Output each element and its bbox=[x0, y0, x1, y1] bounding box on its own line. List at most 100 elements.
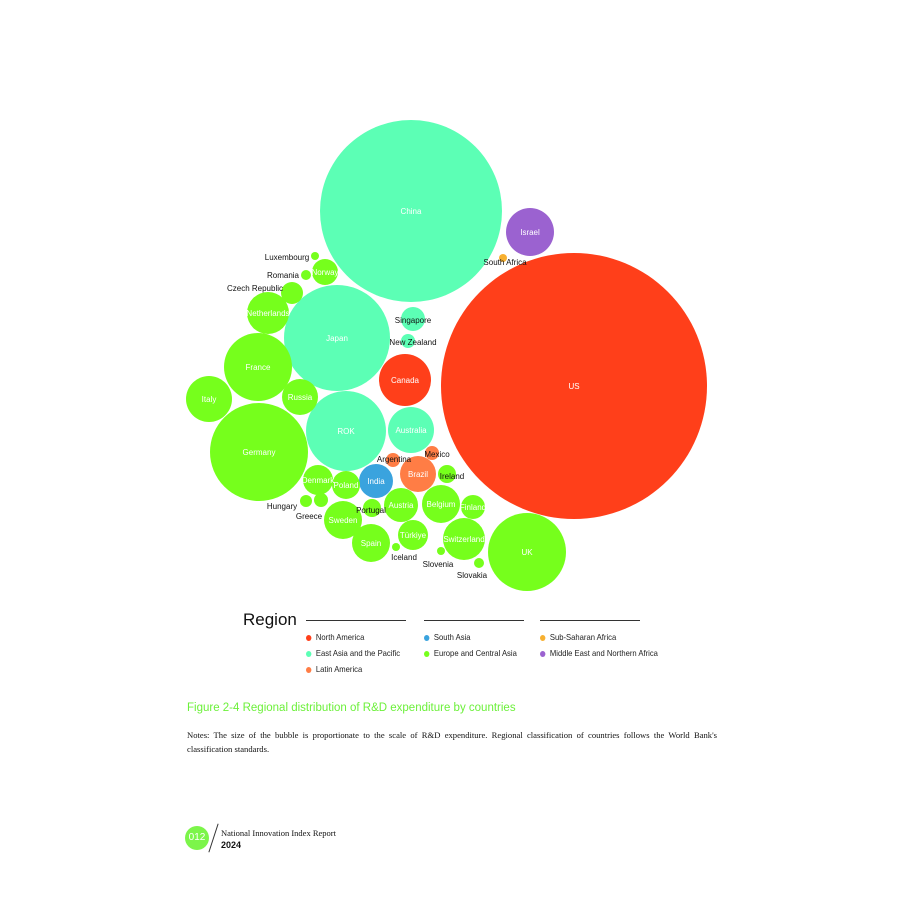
legend-swatch bbox=[306, 650, 312, 657]
bubble-brazil bbox=[400, 456, 436, 492]
bubble-label: Switzerland bbox=[443, 535, 484, 544]
bubble-label: Singapore bbox=[395, 316, 432, 325]
legend-label: South Asia bbox=[433, 632, 471, 642]
bubble-netherlands bbox=[247, 292, 289, 334]
bubble-china bbox=[320, 120, 502, 302]
bubble-israel bbox=[506, 208, 554, 256]
legend-swatch bbox=[424, 634, 430, 641]
bubble-finland bbox=[461, 495, 485, 519]
bubble-label: US bbox=[568, 382, 579, 391]
legend-rule bbox=[424, 620, 524, 621]
bubble-label: Italy bbox=[202, 395, 217, 404]
legend-rule bbox=[306, 620, 406, 621]
bubble-slovenia bbox=[437, 547, 445, 555]
bubble-label: Luxembourg bbox=[265, 253, 309, 262]
bubble-spain bbox=[352, 524, 390, 562]
bubble-label: France bbox=[246, 363, 271, 372]
bubble-romania bbox=[301, 270, 311, 280]
legend-label: East Asia and the Pacific bbox=[315, 648, 401, 658]
legend-label: Europe and Central Asia bbox=[433, 648, 517, 658]
bubble-denmark bbox=[303, 465, 333, 495]
bubble-portugal bbox=[363, 499, 381, 517]
legend-title: Region bbox=[243, 610, 297, 629]
bubble-label: Israel bbox=[520, 228, 540, 237]
legend-label: Sub-Saharan Africa bbox=[549, 632, 617, 642]
bubble-label: Greece bbox=[296, 512, 323, 521]
bubble-poland bbox=[332, 471, 360, 499]
bubble-russia bbox=[282, 379, 318, 415]
bubble-label: Norway bbox=[311, 268, 338, 277]
bubble-label: Japan bbox=[326, 334, 348, 343]
bubble-canada bbox=[379, 354, 431, 406]
legend-item: Sub-Saharan Africa bbox=[540, 632, 616, 642]
bubble-label: Mexico bbox=[424, 450, 450, 459]
bubble-label: Poland bbox=[334, 481, 359, 490]
bubble-italy bbox=[186, 376, 232, 422]
bubble-label: Canada bbox=[391, 376, 420, 385]
bubble-label: South Africa bbox=[483, 258, 527, 267]
bubble-label: Brazil bbox=[408, 470, 428, 479]
bubble-singapore bbox=[401, 307, 425, 331]
legend-rule bbox=[540, 620, 640, 621]
bubble-czech-republic bbox=[281, 282, 303, 304]
bubble-hungary bbox=[300, 495, 312, 507]
bubble-label: Finland bbox=[460, 503, 486, 512]
legend-label: Middle East and Northern Africa bbox=[549, 648, 658, 658]
bubble-slovakia bbox=[474, 558, 484, 568]
legend-item: East Asia and the Pacific bbox=[306, 648, 400, 658]
bubble-us bbox=[441, 253, 707, 519]
figure-notes: Notes: The size of the bubble is proport… bbox=[187, 730, 717, 754]
bubble-greece bbox=[314, 493, 328, 507]
bubble-uk bbox=[488, 513, 566, 591]
bubble-argentina bbox=[386, 453, 400, 467]
divider bbox=[208, 823, 219, 853]
bubble-label: Belgium bbox=[427, 500, 456, 509]
legend-label: Latin America bbox=[315, 664, 363, 674]
page-number: 012 bbox=[185, 826, 209, 850]
legend-item: South Asia bbox=[424, 632, 470, 642]
figure-caption: Figure 2-4 Regional distribution of R&D … bbox=[187, 702, 516, 714]
bubble-label: Netherlands bbox=[246, 309, 289, 318]
bubble-label: Argentina bbox=[377, 455, 412, 464]
bubble-france bbox=[224, 333, 292, 401]
bubble-label: Germany bbox=[243, 448, 276, 457]
bubble-label: Austria bbox=[389, 501, 414, 510]
bubble-india bbox=[359, 464, 393, 498]
bubble-label: Sweden bbox=[329, 516, 358, 525]
bubble-label: Australia bbox=[395, 426, 427, 435]
legend-item: Middle East and Northern Africa bbox=[540, 648, 658, 658]
legend-swatch bbox=[306, 666, 312, 673]
legend-swatch bbox=[540, 650, 546, 657]
bubble-label: Iceland bbox=[391, 553, 417, 562]
bubble-label: Hungary bbox=[267, 502, 297, 511]
bubble-label: Russia bbox=[288, 393, 313, 402]
bubble-australia bbox=[388, 407, 434, 453]
legend-swatch bbox=[306, 634, 312, 641]
bubble-label: UK bbox=[521, 548, 533, 557]
bubble-luxembourg bbox=[311, 252, 319, 260]
bubble-label: Romania bbox=[267, 271, 300, 280]
legend-item: North America bbox=[306, 632, 364, 642]
bubble-label: Türkiye bbox=[400, 531, 427, 540]
legend-label: North America bbox=[315, 632, 365, 642]
bubble-mexico bbox=[425, 446, 439, 460]
bubble-label: China bbox=[401, 207, 422, 216]
bubble-sweden bbox=[324, 501, 362, 539]
bubble-label: Ireland bbox=[440, 472, 464, 481]
report-year: 2024 bbox=[221, 840, 242, 850]
bubble-japan bbox=[284, 285, 390, 391]
bubble-label: Slovakia bbox=[457, 571, 488, 580]
bubble-germany bbox=[210, 403, 308, 501]
legend-item: Latin America bbox=[306, 664, 362, 674]
bubble-label: Slovenia bbox=[423, 560, 454, 569]
bubble-label: Czech Republic bbox=[227, 284, 283, 293]
legend-item: Europe and Central Asia bbox=[424, 648, 517, 658]
bubble-türkiye bbox=[398, 520, 428, 550]
bubble-ireland bbox=[438, 465, 456, 483]
bubble-norway bbox=[312, 259, 338, 285]
bubble-label: Denmark bbox=[302, 476, 335, 485]
bubble-chart: US China Japan Germany ROK UK France Canada Isra… bbox=[186, 120, 707, 591]
bubble-label: India bbox=[367, 477, 385, 486]
legend-swatch bbox=[424, 650, 430, 657]
bubble-belgium bbox=[422, 485, 460, 523]
